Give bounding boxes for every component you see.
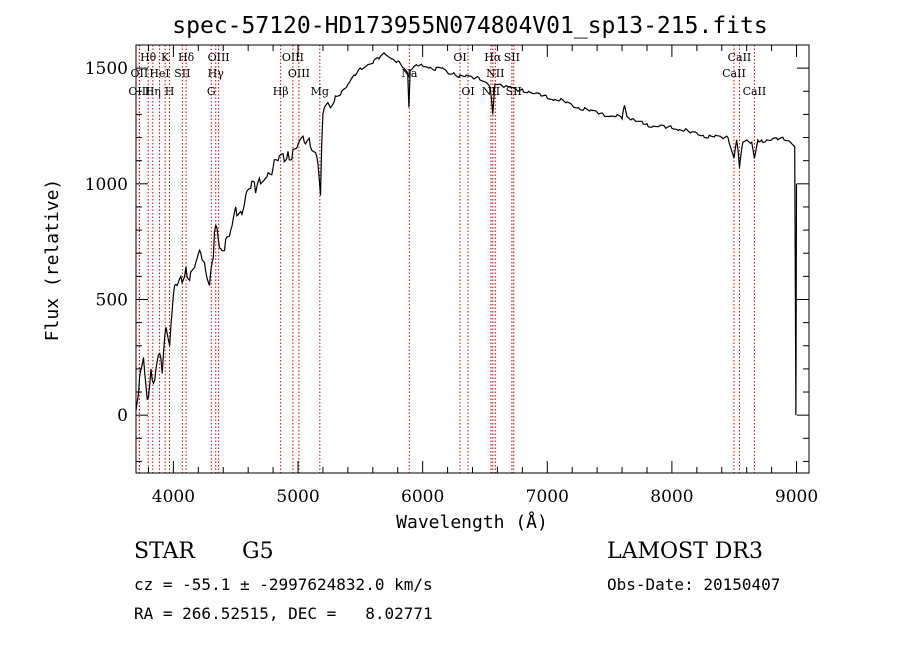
y-tick-label: 500: [96, 290, 128, 310]
obs-date: Obs-Date: 20150407: [607, 575, 781, 594]
line-label: Hη: [145, 85, 161, 98]
x-tick-label: 5000: [276, 487, 319, 507]
y-tick-label: 0: [117, 406, 128, 426]
line-label: OI: [453, 51, 466, 64]
line-label: Mg: [311, 85, 329, 98]
line-label: NII: [482, 85, 500, 98]
line-label: K: [161, 51, 170, 64]
line-label: OI: [461, 85, 474, 98]
chart-title: spec-57120-HD173955N074804V01_sp13-215.f…: [172, 13, 767, 39]
line-label: Hγ: [208, 67, 225, 80]
survey-name: LAMOST DR3: [607, 539, 763, 564]
line-label: Hα: [484, 51, 502, 64]
spectrum-line: [135, 51, 798, 416]
y-tick-label: 1000: [85, 175, 128, 195]
spectral-line-markers: [138, 45, 755, 473]
x-tick-label: 6000: [401, 487, 444, 507]
object-subclass: G5: [242, 539, 274, 564]
line-label: G: [207, 85, 216, 98]
line-label: CaII: [722, 67, 746, 80]
line-label: OIII: [208, 51, 230, 64]
line-label: Hβ: [273, 85, 289, 98]
line-label: HeI: [149, 67, 169, 80]
x-tick-label: 9000: [775, 487, 818, 507]
coordinates-readout: RA = 266.52515, DEC = 8.02771: [134, 604, 433, 623]
axis-ticks: 4000 5000 6000 7000 8000 9000 0 500 1000 1500: [85, 44, 818, 507]
line-label: SII: [506, 85, 522, 98]
object-class: STAR: [134, 539, 195, 564]
line-label: CaII: [743, 85, 767, 98]
line-label: OIII: [128, 85, 150, 98]
line-label: Na: [401, 67, 418, 80]
line-label: CaII: [728, 51, 752, 64]
line-label: Hθ: [140, 51, 157, 64]
line-label: NII: [486, 67, 504, 80]
line-label: H: [165, 85, 175, 98]
line-label: Hδ: [178, 51, 195, 64]
line-label: OIII: [288, 67, 310, 80]
x-axis-label: Wavelength (Å): [396, 511, 548, 533]
plot-frame: [135, 44, 810, 474]
y-axis-label: Flux (relative): [42, 179, 63, 342]
x-tick-label: 8000: [650, 487, 693, 507]
line-label: OIII: [282, 51, 304, 64]
line-label: SII: [174, 67, 190, 80]
line-label: OII: [131, 67, 149, 80]
x-tick-label: 4000: [152, 487, 195, 507]
redshift-readout: cz = -55.1 ± -2997624832.0 km/s: [134, 575, 433, 594]
line-label: SII: [504, 51, 520, 64]
x-tick-label: 7000: [526, 487, 569, 507]
y-tick-label: 1500: [85, 59, 128, 79]
